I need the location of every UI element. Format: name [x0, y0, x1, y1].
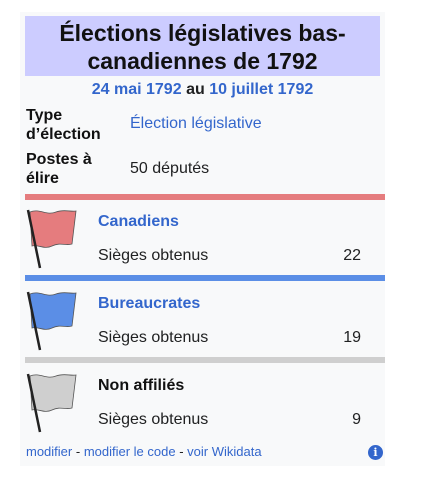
date-separator: au [186, 81, 205, 98]
party-name-bureaucrates[interactable]: Bureaucrates [98, 295, 201, 312]
election-type-label: Type d’élection [26, 107, 101, 143]
modify-link[interactable]: modifier [26, 444, 73, 459]
infobox-title: Élections législatives bas-canadiennes d… [25, 16, 380, 76]
modify-code-link[interactable]: modifier le code [83, 444, 176, 459]
seats-value-canadiens: 22 [343, 247, 361, 264]
party-name-non-affilies: Non affiliés [98, 377, 185, 394]
seats-label-bureaucrates: Sièges obtenus [98, 329, 209, 346]
seats-to-fill-label: Postes à élire [26, 151, 92, 187]
election-dates: 24 mai 1792 au 10 juillet 1792 [25, 78, 380, 102]
info-icon[interactable]: i [368, 445, 383, 460]
seats-value-bureaucrates: 19 [343, 329, 361, 346]
seats-value-non-affilies: 9 [352, 411, 361, 428]
party-color-bar-canadiens [25, 194, 385, 200]
infobox-footer: modifier - modifier le code - voir Wikid… [26, 443, 262, 461]
seats-to-fill-value: 50 députés [130, 160, 210, 177]
seats-label-non-affilies: Sièges obtenus [98, 411, 209, 428]
end-date-link[interactable]: 10 juillet 1792 [209, 81, 314, 98]
party-color-bar-bureaucrates [25, 275, 385, 281]
flag-icon-non-affilies [26, 373, 77, 433]
start-date-link[interactable]: 24 mai 1792 [91, 81, 182, 98]
footer-separator: - [72, 444, 84, 459]
party-name-canadiens[interactable]: Canadiens [98, 213, 179, 230]
seats-label-canadiens: Sièges obtenus [98, 247, 209, 264]
wikidata-link[interactable]: voir Wikidata [187, 444, 262, 459]
election-type-value[interactable]: Élection législative [130, 115, 262, 132]
flag-icon-bureaucrates [26, 291, 77, 351]
footer-separator: - [175, 444, 188, 459]
party-color-bar-non-affilies [25, 357, 385, 363]
infobox: Élections législatives bas-canadiennes d… [20, 12, 385, 466]
flag-icon-canadiens [26, 209, 77, 269]
